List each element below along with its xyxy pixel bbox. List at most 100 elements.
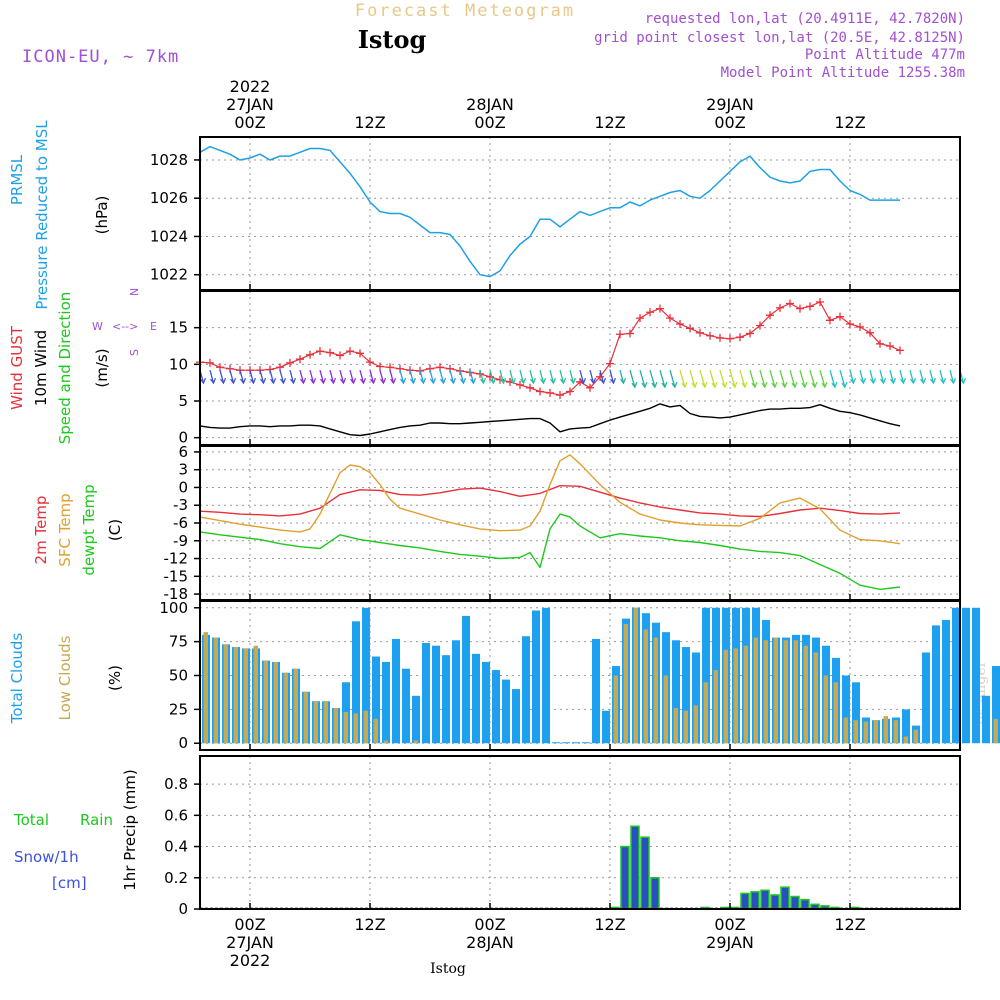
gust-point — [596, 372, 604, 381]
gust-point — [766, 311, 774, 320]
total-cloud-bar — [972, 607, 980, 744]
arrow-head — [721, 381, 728, 389]
low-cloud-bar — [283, 672, 288, 744]
total-cloud-bar — [982, 695, 990, 744]
wind-direction-arrow — [329, 369, 335, 384]
wind-direction-arrow — [589, 369, 595, 384]
arrow-head — [340, 377, 347, 385]
y-tick-label: -12 — [164, 550, 189, 568]
low-cloud-bar — [883, 716, 888, 744]
arrow-head — [880, 377, 887, 385]
low-cloud-bar — [203, 632, 208, 744]
x-label-top: 2022 — [230, 77, 271, 96]
wind-direction-arrow — [319, 369, 325, 384]
wind-direction-arrow — [259, 369, 265, 384]
gust-point — [526, 383, 534, 392]
precip-bar — [640, 836, 650, 910]
total-cloud-bar — [392, 638, 400, 744]
low-cloud-bar — [343, 712, 348, 744]
gust-point — [736, 333, 744, 342]
wind-direction-arrow — [659, 369, 666, 388]
y-tick-label: 1024 — [150, 227, 188, 245]
arrow-head — [510, 377, 517, 385]
t2m-label: 2m Temp — [32, 496, 50, 565]
arrow-head — [570, 377, 577, 385]
low-cloud-bar — [363, 710, 368, 744]
arrow-head — [350, 377, 357, 385]
wind-direction-arrow — [439, 369, 445, 384]
total-cloud-bar — [592, 638, 600, 744]
gust-point — [216, 363, 224, 372]
wind-direction-arrow — [369, 369, 375, 384]
panel-frame — [199, 290, 961, 446]
arrow-head — [781, 381, 788, 389]
low-cloud-bar — [673, 708, 678, 744]
gust-point — [316, 347, 324, 356]
total-cloud-bar — [542, 607, 550, 744]
wind-direction-arrow — [639, 369, 646, 388]
arrow-head — [741, 381, 748, 389]
gust-point — [206, 358, 214, 367]
dir-legend-s: S — [128, 349, 141, 356]
total-cloud-bar — [372, 656, 380, 744]
wind-direction-arrow — [929, 369, 935, 384]
low-cloud-bar — [853, 720, 858, 744]
wind-direction-arrow — [679, 369, 686, 388]
y-tick-label: 0.6 — [164, 806, 188, 824]
low-cloud-bar — [213, 637, 218, 744]
low-cloud-bar — [903, 736, 908, 744]
total-cloud-bar — [562, 742, 570, 744]
y-tick-label: 75 — [169, 633, 188, 651]
gust-line — [199, 301, 901, 396]
wind-speed-label: Speed and Direction — [56, 292, 74, 445]
wind-direction-arrow — [689, 369, 696, 388]
low-cloud-bar — [793, 640, 798, 744]
low-cloud-bar — [823, 675, 828, 744]
low-cloud-bar — [843, 717, 848, 744]
arrow-head — [691, 381, 698, 389]
y-tick-label: -3 — [173, 496, 188, 514]
arrow-head — [860, 377, 867, 385]
wind-direction-arrow — [819, 369, 826, 388]
gust-point — [586, 383, 594, 392]
wind-direction-arrow — [759, 369, 766, 388]
total-cloud-bar — [532, 610, 540, 744]
low-cloud-bar — [863, 721, 868, 744]
gust-point — [776, 303, 784, 312]
gust-point — [276, 363, 284, 372]
y-tick-label: 0.8 — [164, 775, 188, 793]
arrow-head — [450, 377, 457, 385]
gust-point — [856, 322, 864, 331]
y-tick-label: -9 — [173, 532, 188, 550]
low-cloud-bar — [653, 637, 658, 744]
x-label-bottom: 12Z — [354, 915, 385, 934]
arrow-head — [771, 381, 778, 389]
arrow-head — [430, 377, 437, 385]
low-cloud-bar — [693, 705, 698, 744]
clouds-unit: (%) — [106, 665, 124, 691]
pressure-line — [199, 145, 900, 278]
wind-direction-arrow — [229, 369, 235, 384]
gust-point — [286, 358, 294, 367]
low-cloud-bar — [723, 649, 728, 744]
y-tick-label: 3 — [178, 461, 188, 479]
total-cloud-bar — [482, 661, 490, 744]
y-tick-label: 5 — [178, 392, 188, 410]
x-label-top: 29JAN — [706, 95, 754, 114]
arrow-head — [761, 381, 768, 389]
arrow-head — [831, 381, 838, 389]
x-label-bottom: 28JAN — [466, 933, 514, 952]
wind-direction-arrow — [799, 369, 806, 388]
y-tick-label: 1028 — [150, 151, 188, 169]
wind-direction-arrow — [429, 369, 435, 384]
total-cloud-bar — [922, 652, 930, 744]
wind-direction-arrow — [809, 369, 816, 388]
wind-direction-arrow — [789, 369, 796, 388]
total-clouds-label: Total Clouds — [8, 633, 26, 725]
gust-point — [646, 308, 654, 317]
y-tick-label: -15 — [164, 567, 189, 585]
low-cloud-bar — [223, 644, 228, 744]
gust-point — [336, 351, 344, 360]
low-cloud-bar — [273, 661, 278, 744]
